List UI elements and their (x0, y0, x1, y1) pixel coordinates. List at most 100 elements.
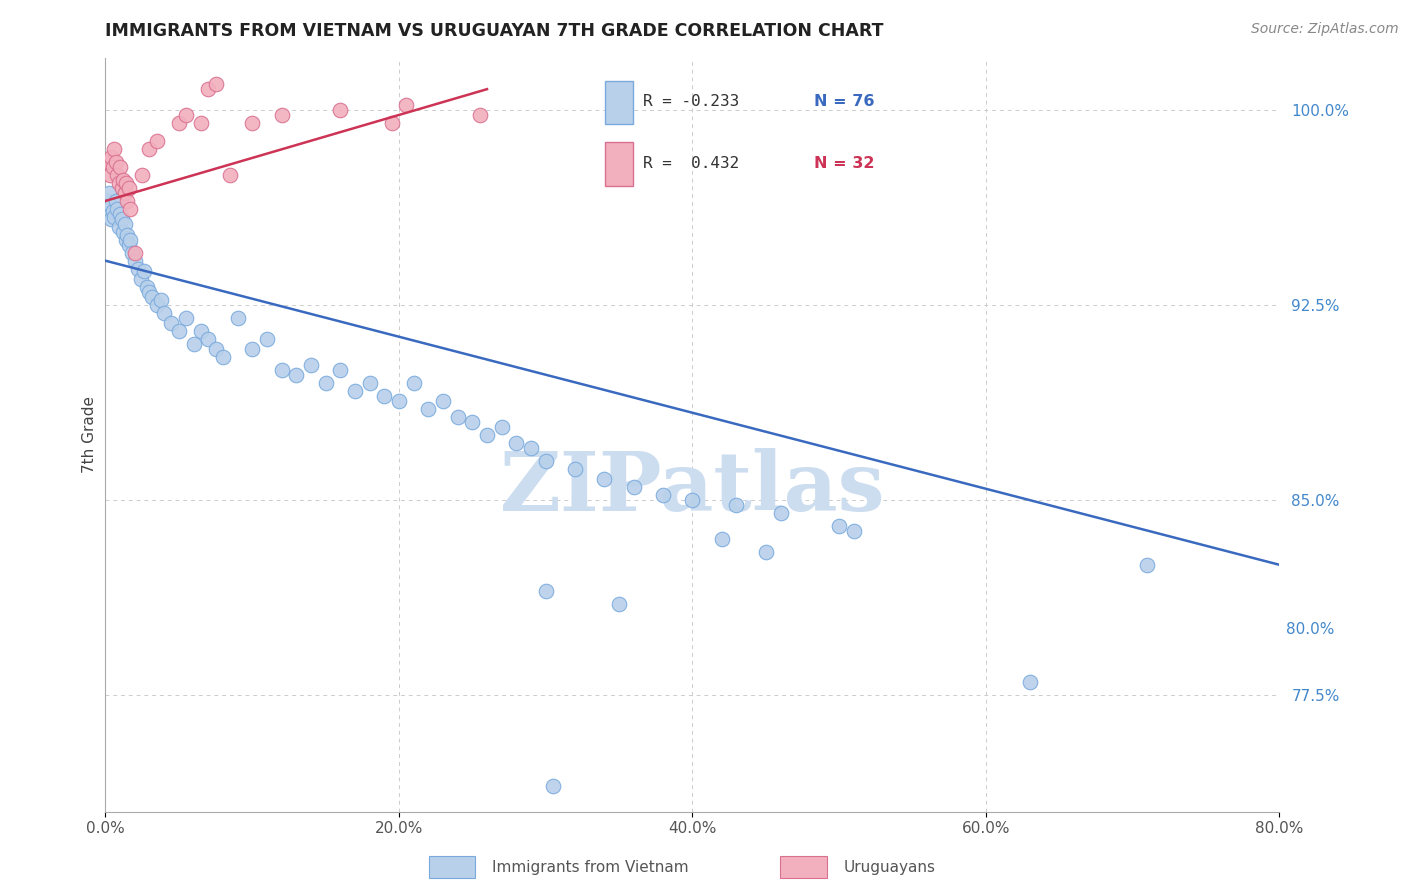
Point (402, 376, 425, 390)
Point (160, 316, 183, 330)
Point (256, 332, 278, 346)
Point (138, 142, 160, 156)
Point (219, 168, 242, 182)
Point (117, 227, 139, 242)
Point (120, 233, 142, 247)
Point (100, 150, 122, 164)
Point (593, 472, 616, 486)
Point (211, 350, 233, 364)
Point (118, 238, 141, 252)
Point (174, 310, 197, 325)
Point (110, 181, 132, 195)
Point (468, 108, 491, 122)
Point (315, 376, 337, 390)
Text: N = 32: N = 32 (814, 156, 875, 171)
Point (1136, 558, 1159, 572)
Point (652, 488, 675, 502)
Point (681, 492, 703, 507)
FancyBboxPatch shape (605, 81, 633, 124)
Point (534, 454, 557, 468)
Point (505, 435, 527, 450)
Text: ZIPatlas: ZIPatlas (499, 448, 886, 527)
Point (270, 108, 292, 122)
Point (204, 342, 226, 356)
Point (769, 506, 792, 520)
Point (359, 376, 381, 390)
Point (226, 310, 249, 325)
Point (343, 384, 366, 398)
Point (197, 82, 219, 96)
Point (388, 394, 411, 409)
Point (110, 212, 132, 227)
Point (174, 108, 197, 122)
Point (103, 210, 125, 224)
Text: IMMIGRANTS FROM VIETNAM VS URUGUAYAN 7TH GRADE CORRELATION CHART: IMMIGRANTS FROM VIETNAM VS URUGUAYAN 7TH… (105, 22, 884, 40)
Text: N = 76: N = 76 (814, 95, 875, 110)
Point (115, 176, 138, 190)
Point (197, 332, 219, 346)
Text: Source: ZipAtlas.com: Source: ZipAtlas.com (1251, 22, 1399, 37)
Point (153, 306, 176, 320)
Y-axis label: 7th Grade: 7th Grade (82, 396, 97, 474)
Point (150, 293, 173, 307)
Point (607, 597, 630, 611)
Point (623, 480, 645, 494)
Point (146, 134, 169, 148)
Point (541, 779, 564, 793)
Point (240, 116, 263, 130)
Point (107, 219, 129, 234)
Point (373, 389, 395, 403)
Point (129, 272, 152, 286)
Point (710, 532, 733, 546)
Point (101, 204, 124, 219)
Point (131, 168, 153, 182)
Point (101, 160, 124, 174)
Point (725, 498, 748, 512)
Point (190, 116, 212, 130)
Point (329, 103, 352, 117)
Point (183, 337, 205, 351)
Point (491, 420, 513, 434)
Point (118, 181, 141, 195)
Point (108, 160, 131, 174)
Point (564, 461, 586, 475)
Point (100, 199, 122, 213)
Point (204, 77, 226, 91)
Point (98, 186, 121, 201)
Point (98, 207, 121, 221)
Point (475, 427, 498, 442)
Point (112, 225, 135, 239)
Point (114, 186, 136, 201)
Point (447, 409, 470, 424)
Point (121, 246, 143, 260)
Point (146, 298, 169, 312)
Point (534, 583, 557, 598)
Point (97, 202, 120, 216)
Text: R = -0.233: R = -0.233 (643, 95, 740, 110)
Point (120, 202, 142, 216)
Point (167, 116, 190, 130)
Point (132, 264, 155, 278)
Point (124, 253, 146, 268)
Point (828, 518, 851, 533)
Point (395, 97, 418, 112)
Text: Immigrants from Vietnam: Immigrants from Vietnam (492, 860, 689, 874)
Point (115, 233, 138, 247)
Point (108, 207, 131, 221)
Point (104, 155, 127, 169)
Point (755, 545, 778, 559)
Point (114, 217, 136, 231)
Point (105, 202, 128, 216)
Point (117, 194, 139, 208)
Point (432, 394, 454, 409)
Point (107, 176, 129, 190)
Point (112, 173, 135, 187)
Point (381, 116, 404, 130)
Point (97, 194, 120, 208)
Point (98, 168, 121, 182)
Point (299, 358, 322, 372)
Text: 80.0%: 80.0% (1286, 623, 1334, 637)
Point (520, 441, 543, 455)
Point (285, 368, 308, 382)
Point (167, 324, 190, 338)
